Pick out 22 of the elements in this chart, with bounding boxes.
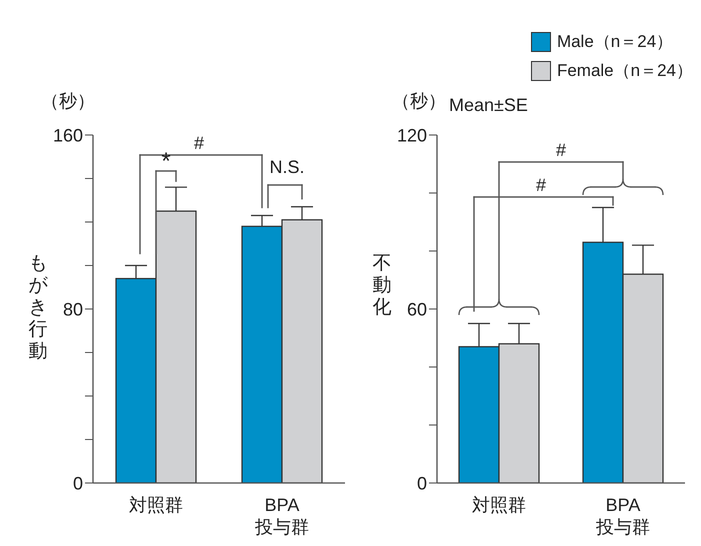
annotation: #: [536, 175, 546, 195]
y-tick-label: 0: [416, 473, 427, 494]
annotation: #: [194, 133, 204, 153]
y-tick-label: 80: [62, 299, 83, 320]
text: Mean±SE: [449, 95, 528, 115]
y-tick-label: 60: [406, 299, 427, 320]
y-tick-label: 160: [52, 125, 83, 146]
y-axis-title: もがき行動: [28, 253, 48, 362]
text: （秒）: [392, 91, 446, 111]
x-tick-label: 対照群: [129, 495, 183, 515]
x-tick-label: 対照群: [472, 495, 526, 515]
y-axis-title: 不動化: [372, 253, 392, 318]
annotation: N.S.: [269, 157, 305, 177]
x-tick-label: BPA 投与群: [254, 495, 309, 537]
annotation: *: [161, 148, 171, 175]
annotation: #: [556, 140, 566, 160]
text: （秒）: [41, 91, 95, 111]
x-tick-label: BPA 投与群: [595, 495, 650, 537]
legend-label: Male（n＝24）: [556, 31, 674, 53]
legend-label: Female（n＝24）: [556, 60, 693, 82]
y-tick-label: 0: [72, 473, 83, 494]
y-tick-label: 120: [396, 125, 427, 146]
